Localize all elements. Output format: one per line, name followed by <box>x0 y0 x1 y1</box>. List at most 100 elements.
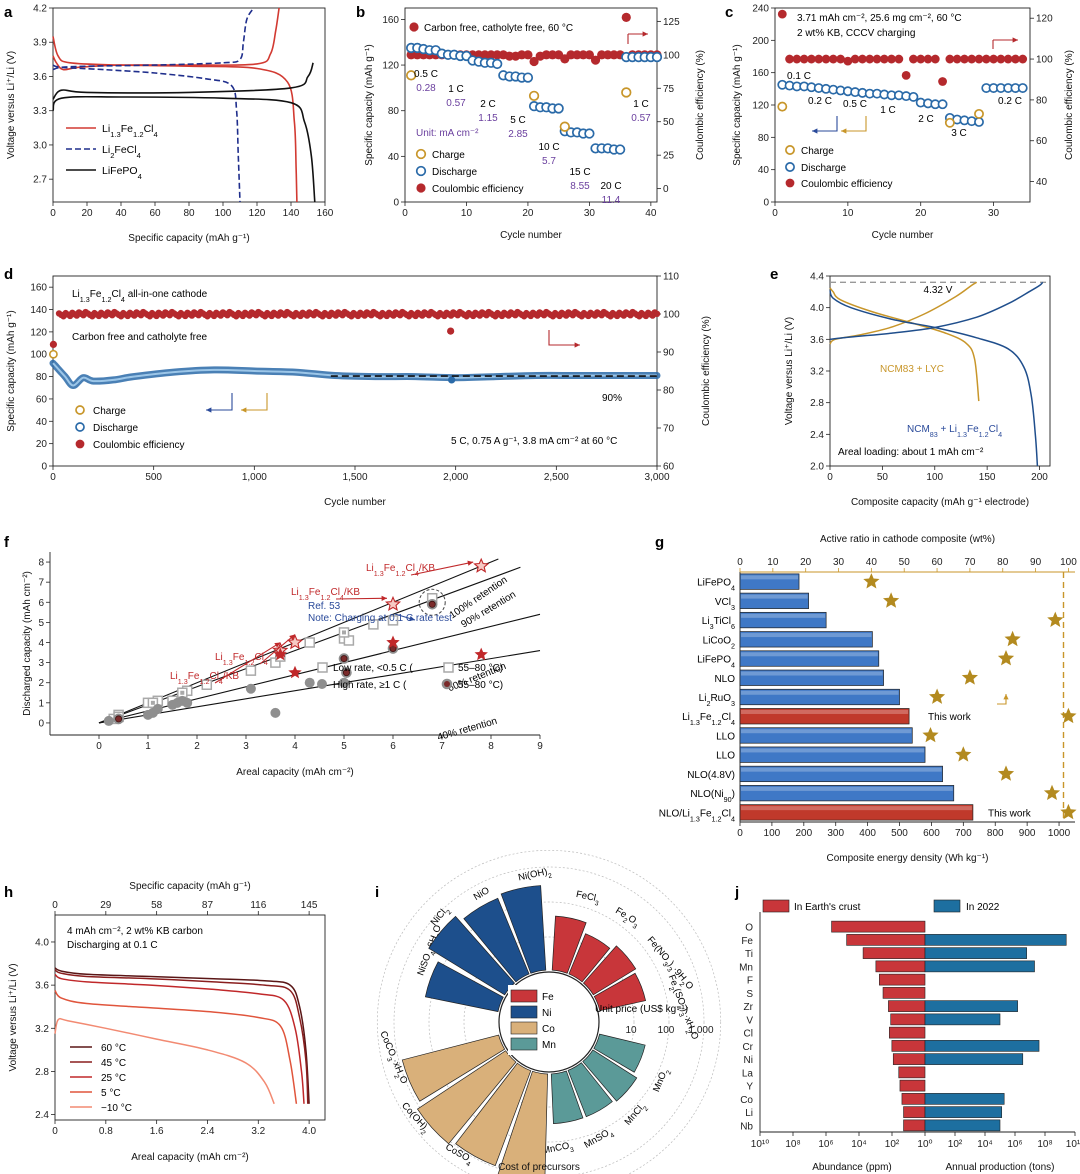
text-run: Fe <box>700 712 712 723</box>
discharge-point <box>651 51 663 63</box>
energy-bar <box>739 650 880 667</box>
x-tick-label: 3 <box>243 741 249 752</box>
price-bar <box>497 1070 548 1174</box>
rate-label: 0.1 C <box>787 71 811 82</box>
subscript: 4 <box>154 130 158 139</box>
panel-d-title-1: Li1.3Fe1.2Cl4 all-in-one cathode <box>72 289 208 304</box>
high-rate-hot-inner <box>340 655 348 663</box>
legend-swatch <box>510 989 538 1003</box>
text-run: FeCl <box>114 144 136 156</box>
ratio-axis-arrow <box>997 694 1009 705</box>
y2-tick-label: 120 <box>1036 14 1053 25</box>
this-work-star <box>286 634 304 650</box>
y-tick-label: 20 <box>36 439 48 450</box>
subscript: 1.3 <box>299 593 309 602</box>
text-run: Cl <box>254 652 263 663</box>
legend-label: Charge <box>801 146 834 157</box>
x-axis-label: Composite capacity (mAh g⁻¹ electrode) <box>851 497 1029 508</box>
price-bar <box>593 972 647 1012</box>
bar-sheen <box>741 748 925 753</box>
element-label: Mn <box>739 962 753 973</box>
x-tick-label: 600 <box>923 828 940 839</box>
x-tick-label: 0.8 <box>99 1126 113 1137</box>
bar-sheen <box>741 671 883 676</box>
energy-bar <box>739 573 800 590</box>
ce-axis-arrow <box>628 31 648 37</box>
text-run: Cl <box>722 808 731 819</box>
legend-discharge-marker <box>785 162 795 172</box>
panel-j: 10¹⁰ 10⁸ 10⁶ 10⁴ 10² 10⁰ 10² 10⁴ 10⁶ 10⁸ 10¹⁰ Abund… <box>739 899 1080 1173</box>
discharge-point <box>974 117 984 127</box>
arrow-head <box>1012 37 1018 43</box>
text-run: LiFePO <box>102 165 138 177</box>
y2-tick-label: 40 <box>1036 177 1048 188</box>
y-tick-label: 2.7 <box>33 175 47 186</box>
x-tick-label: 1000 <box>1048 828 1071 839</box>
ce-point <box>590 55 601 65</box>
subscript: 1.3 <box>178 677 188 686</box>
rate-label: 2 C <box>480 99 496 110</box>
charge-point-first <box>49 349 58 359</box>
energy-bar <box>739 765 943 783</box>
y-tick-label: 0 <box>38 718 44 729</box>
high-rate-point <box>339 677 349 688</box>
x-axis-label-right: Annual production (tons) <box>946 1162 1055 1173</box>
text-run: NLO/Li <box>659 808 690 819</box>
x-tick-label: 2.4 <box>201 1126 215 1137</box>
x-tick-label: 7 <box>439 741 445 752</box>
top-tick-label: 40 <box>866 557 878 568</box>
crust-bar <box>899 1079 926 1092</box>
top-tick-label: 145 <box>301 900 318 911</box>
arrow-shaft <box>259 634 296 665</box>
text-run: LiFePO <box>697 655 731 666</box>
arrow-head <box>467 560 474 566</box>
text-run: Fe <box>666 973 680 987</box>
text-run: Li <box>215 652 223 663</box>
ce-point <box>879 54 889 64</box>
y-tick-label: 40 <box>388 152 400 163</box>
y-axis-label: Discharged capacity (mAh cm⁻²) <box>22 571 33 716</box>
discharge-point <box>584 128 595 139</box>
subscript: 1.3 <box>80 295 90 304</box>
top-tick-label: 50 <box>899 557 911 568</box>
callout-arrow <box>410 560 474 576</box>
production-bar <box>924 1106 1003 1118</box>
current-label: 2.85 <box>508 129 528 140</box>
x-tick-label: 20 <box>81 208 93 219</box>
y-axis-label: Specific capacity (mAh g⁻¹) <box>364 44 375 165</box>
ce-point <box>989 54 998 64</box>
discharge-curve <box>54 1017 275 1105</box>
low-rate-hot-inner <box>180 690 185 695</box>
rate-label: 0.5 C <box>843 99 867 110</box>
y-tick-label: 7 <box>38 578 44 589</box>
precursor-label: FeCl3 <box>574 889 600 907</box>
current-label: 11.4 <box>602 195 621 206</box>
ce-point <box>836 54 845 64</box>
y-tick-label: 80 <box>388 106 400 117</box>
subscript: 3 <box>677 1012 685 1018</box>
category-label: Li2RuO3 <box>699 693 735 708</box>
panel-letter-e: e <box>770 266 778 283</box>
category-label: NLO(4.8V) <box>687 770 735 781</box>
callout-arrow <box>259 634 296 665</box>
text-run: ) <box>678 1006 689 1013</box>
category-label: NLO <box>714 674 735 685</box>
y2-tick-label: 75 <box>663 84 675 95</box>
subscript: 3 <box>731 602 735 611</box>
curve-lifepo4-discharge <box>52 95 316 203</box>
subscript: 4 <box>731 718 735 727</box>
category-label: VCl3 <box>715 597 735 612</box>
text-run: Fe <box>700 808 712 819</box>
y-tick-label: 3.2 <box>810 367 824 378</box>
x-tick-label: 10⁴ <box>977 1139 992 1150</box>
top-axis-label: Active ratio in cathode composite (wt%) <box>820 534 995 545</box>
text-run: Fe <box>233 652 245 663</box>
x-tick-label: 0 <box>96 741 102 752</box>
legend-ce-marker <box>75 439 85 449</box>
legend-ce-marker <box>785 178 795 188</box>
text-run: Fe(NO <box>645 935 672 964</box>
legend-prod-swatch <box>933 899 961 913</box>
element-label: Y <box>746 1082 753 1093</box>
panel-letter-d: d <box>4 266 13 283</box>
low-rate-point <box>387 615 399 626</box>
